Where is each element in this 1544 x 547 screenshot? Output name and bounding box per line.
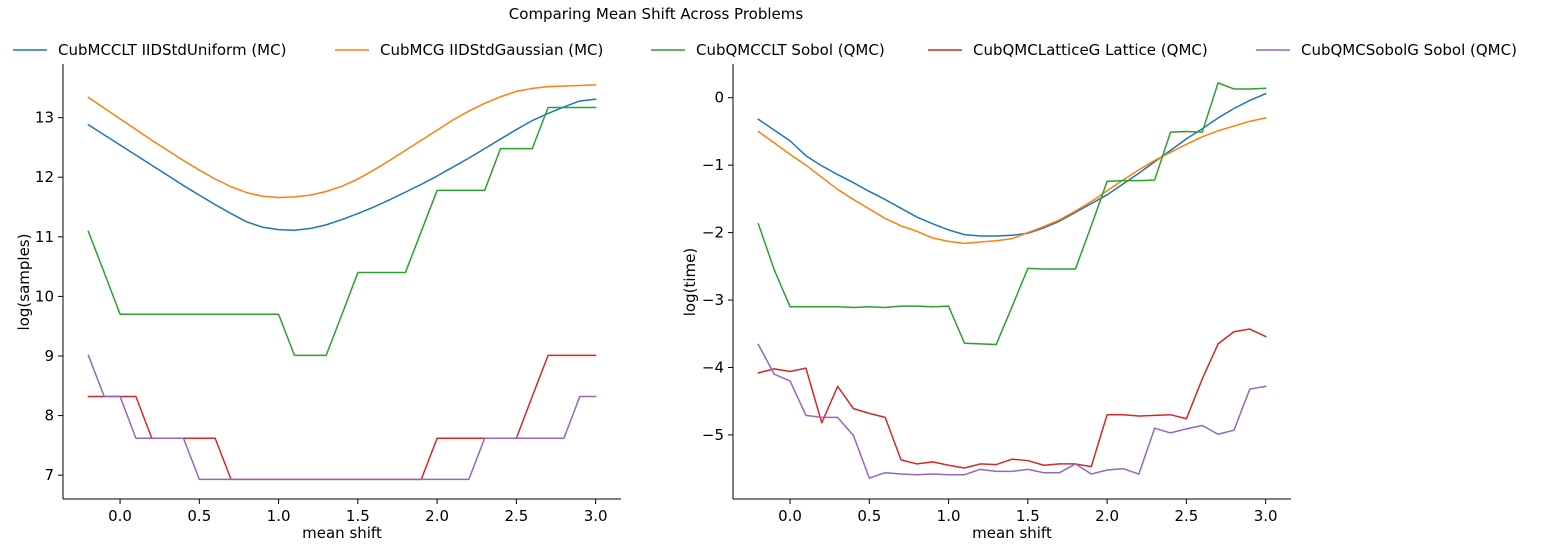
legend-label: CubQMCCLT Sobol (QMC) — [696, 41, 885, 59]
plot-log-samples: 0.0 0.5 1.0 1.5 2.0 2.5 3.0 7 8 9 10 11 12 13 mean sh… — [15, 64, 621, 542]
legend-item-cubqmcclt-sobol-qmc: CubQMCCLT Sobol (QMC) — [651, 41, 885, 59]
x-tick-label: 0.0 — [108, 507, 132, 525]
y-tick-label: 0 — [714, 89, 724, 107]
y-tick-label: 12 — [35, 168, 54, 186]
x-tick-label: 1.5 — [346, 507, 370, 525]
series-line-cubmcclt-iidstduniform-mc — [87, 98, 597, 231]
series-line-cubqmclatticeg-lattice-qmc — [87, 354, 597, 481]
x-tick-label: 1.0 — [937, 507, 961, 525]
y-tick-label: 9 — [44, 347, 54, 365]
y-tick-label: 8 — [44, 407, 54, 425]
y-axis-label: log(time) — [681, 248, 699, 316]
x-tick-label: 3.0 — [1254, 507, 1278, 525]
y-tick-label: −5 — [702, 426, 724, 444]
x-tick-label: 2.5 — [504, 507, 528, 525]
series-line-cubqmcclt-sobol-qmc — [87, 106, 597, 357]
series-line-cubmcg-iidstdgaussian-mc — [87, 84, 597, 199]
series-line-cubmcclt-iidstduniform-mc — [757, 92, 1267, 237]
legend-item-cubmcg-iidstdgaussian-mc: CubMCG IIDStdGaussian (MC) — [335, 41, 603, 59]
x-tick-label: 0.0 — [778, 507, 802, 525]
x-tick-label: 0.5 — [857, 507, 881, 525]
y-tick-label: 13 — [35, 109, 54, 127]
figure-title: Comparing Mean Shift Across Problems — [509, 5, 804, 23]
series-line-cubqmcclt-sobol-qmc — [757, 82, 1267, 346]
y-tick-label: −1 — [702, 156, 724, 174]
y-axis-label: log(samples) — [15, 234, 33, 331]
tick-layer: 0.0 0.5 1.0 1.5 2.0 2.5 3.0 −5 −4 −3 −2 −1 0 — [702, 89, 1278, 525]
legend-label: CubMCG IIDStdGaussian (MC) — [380, 41, 603, 59]
series-line-cubqmcsobolg-sobol-qmc — [87, 354, 597, 481]
x-tick-label: 2.0 — [1095, 507, 1119, 525]
legend: CubMCCLT IIDStdUniform (MC) CubMCG IIDStd… — [13, 41, 1517, 59]
x-tick-label: 0.5 — [187, 507, 211, 525]
series-line-cubmcg-iidstdgaussian-mc — [757, 117, 1267, 245]
legend-item-cubqmcsobolg-sobol-qmc: CubQMCSobolG Sobol (QMC) — [1256, 41, 1517, 59]
y-tick-label: 7 — [44, 466, 54, 484]
x-axis-label: mean shift — [972, 524, 1052, 542]
legend-item-cubqmclatticeg-lattice-qmc: CubQMCLatticeG Lattice (QMC) — [928, 41, 1208, 59]
x-tick-label: 3.0 — [584, 507, 608, 525]
x-tick-label: 2.0 — [425, 507, 449, 525]
x-axis-label: mean shift — [302, 524, 382, 542]
y-tick-label: −3 — [702, 291, 724, 309]
x-tick-label: 1.0 — [267, 507, 291, 525]
legend-item-cubmcclt-iidstduniform-mc: CubMCCLT IIDStdUniform (MC) — [13, 41, 286, 59]
legend-label: CubQMCSobolG Sobol (QMC) — [1301, 41, 1517, 59]
series-layer — [757, 82, 1267, 479]
y-tick-label: 11 — [35, 228, 54, 246]
y-tick-label: −2 — [702, 224, 724, 242]
series-line-cubqmclatticeg-lattice-qmc — [757, 328, 1267, 469]
y-tick-label: 10 — [35, 287, 54, 305]
series-line-cubqmcsobolg-sobol-qmc — [757, 343, 1267, 479]
x-tick-label: 1.5 — [1016, 507, 1040, 525]
plot-log-time: 0.0 0.5 1.0 1.5 2.0 2.5 3.0 −5 −4 −3 −2 −1 0 mean sh… — [681, 64, 1291, 542]
y-tick-label: −4 — [702, 358, 724, 376]
series-layer — [87, 84, 597, 481]
x-tick-label: 2.5 — [1174, 507, 1198, 525]
legend-label: CubMCCLT IIDStdUniform (MC) — [58, 41, 286, 59]
legend-label: CubQMCLatticeG Lattice (QMC) — [973, 41, 1208, 59]
tick-layer: 0.0 0.5 1.0 1.5 2.0 2.5 3.0 7 8 9 10 11 12 13 — [35, 109, 608, 525]
